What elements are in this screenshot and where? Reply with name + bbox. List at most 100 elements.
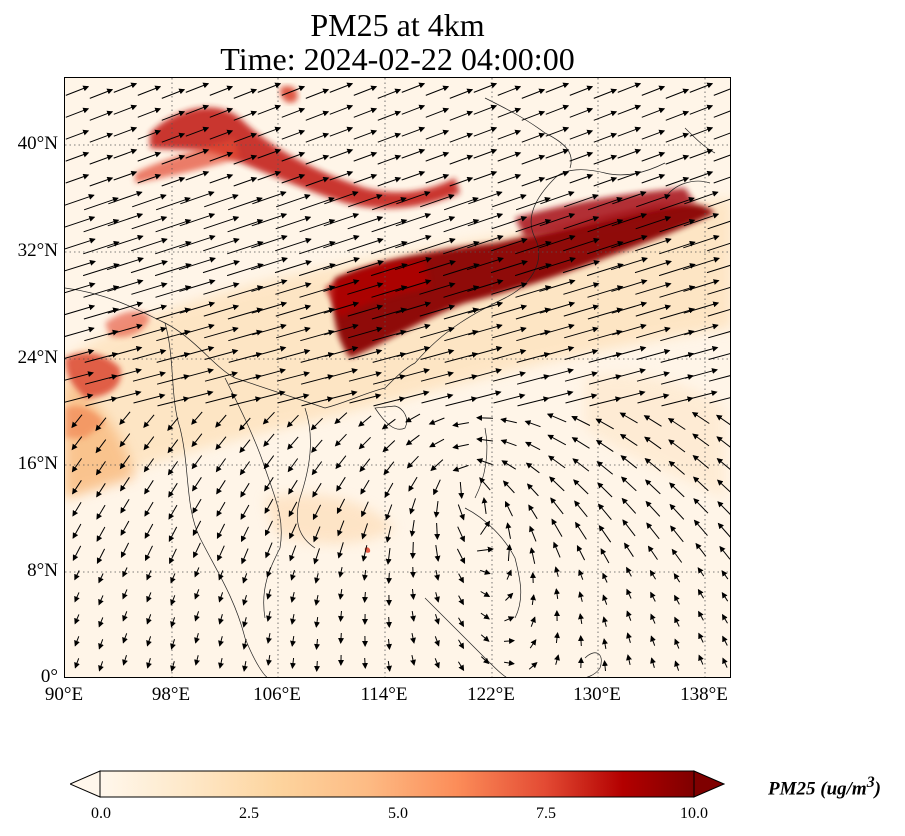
- wind-arrow: [545, 104, 570, 115]
- wind-arrow: [239, 439, 251, 454]
- wind-arrow: [305, 154, 330, 165]
- wind-arrow: [314, 660, 320, 672]
- map-panel[interactable]: [64, 77, 731, 678]
- wind-arrow: [420, 348, 455, 360]
- wind-arrow: [547, 434, 567, 446]
- wind-arrow: [706, 264, 730, 274]
- wind-arrow: [325, 390, 358, 401]
- wind-arrow: [634, 260, 672, 274]
- wind-arrow: [113, 126, 138, 137]
- wind-arrow: [336, 498, 346, 514]
- wind-arrow: [602, 660, 608, 672]
- wind-arrow: [362, 591, 368, 603]
- wind-arrow: [587, 307, 624, 320]
- wind-arrow: [504, 500, 513, 517]
- wind-arrow: [122, 589, 128, 600]
- wind-arrow: [564, 371, 598, 382]
- wind-arrow: [155, 218, 192, 233]
- wind-arrow: [515, 196, 551, 211]
- wind-arrow: [353, 107, 378, 118]
- wind-arrow: [617, 82, 642, 93]
- wind-arrow: [180, 368, 214, 379]
- wind-arrow: [683, 212, 720, 227]
- wind-arrow: [449, 88, 474, 99]
- wind-arrow: [377, 88, 402, 99]
- wind-arrow: [516, 352, 551, 363]
- wind-arrow: [521, 88, 546, 99]
- wind-arrow: [132, 193, 167, 208]
- wind-arrow: [371, 307, 408, 320]
- lon-tick-label-114e: 114°E: [360, 684, 408, 705]
- wind-arrow: [377, 176, 402, 187]
- wind-arrow: [132, 326, 167, 339]
- wind-arrow: [144, 523, 154, 539]
- wind-arrow: [405, 434, 420, 446]
- map-title: PM25 at 4km: [310, 7, 485, 43]
- wind-arrow: [480, 612, 490, 620]
- wind-arrow: [549, 476, 565, 492]
- wind-arrow: [161, 110, 186, 121]
- wind-arrow: [528, 504, 538, 520]
- wind-arrow: [314, 594, 320, 606]
- wind-arrow: [65, 348, 95, 359]
- wind-arrow: [334, 412, 348, 425]
- wind-arrow: [444, 329, 479, 342]
- wind-arrow: [204, 326, 239, 339]
- wind-arrow: [434, 592, 440, 603]
- wind-arrow: [290, 613, 296, 625]
- wind-arrow: [504, 660, 515, 666]
- wind-arrow: [274, 260, 312, 274]
- wind-arrow: [242, 661, 248, 672]
- wind-arrow: [113, 148, 138, 159]
- wind-arrow: [674, 638, 680, 649]
- wind-arrow: [473, 170, 498, 181]
- wind-arrow: [708, 375, 730, 382]
- wind-arrow: [635, 237, 672, 252]
- wind-arrow: [612, 191, 647, 205]
- wind-arrow: [253, 390, 286, 401]
- wind-arrow: [693, 498, 709, 514]
- pm25-colorbar: [70, 770, 725, 798]
- wind-arrow: [473, 104, 498, 115]
- lat-tick-label-24n: 24°N: [17, 347, 58, 368]
- wind-arrow: [597, 482, 613, 498]
- wind-arrow: [192, 520, 202, 536]
- wind-arrow: [65, 304, 96, 316]
- wind-arrow: [602, 638, 608, 649]
- wind-arrow: [626, 610, 632, 621]
- wind-vector-field: [65, 82, 730, 672]
- wind-arrow: [137, 151, 162, 162]
- wind-arrow: [658, 263, 696, 277]
- wind-arrow: [595, 439, 614, 453]
- wind-arrow: [541, 390, 574, 401]
- wind-arrow: [635, 215, 672, 230]
- wind-arrow: [132, 348, 167, 360]
- wind-arrow: [530, 616, 536, 627]
- wind-arrow: [563, 282, 600, 295]
- wind-arrow: [716, 436, 730, 448]
- wind-arrow: [668, 439, 686, 453]
- wind-arrow: [468, 368, 502, 379]
- wind-arrow: [137, 107, 162, 118]
- wind-arrow: [191, 455, 203, 470]
- wind-arrow: [133, 393, 166, 404]
- wind-arrow: [529, 525, 537, 542]
- wind-arrow: [385, 504, 393, 521]
- wind-arrow: [540, 368, 574, 379]
- colorbar-gradient: [99, 770, 695, 798]
- wind-arrow: [659, 218, 696, 233]
- wind-arrow: [227, 218, 264, 233]
- wind-arrow: [443, 307, 480, 320]
- wind-arrow: [635, 304, 672, 317]
- wind-arrow: [312, 482, 322, 498]
- wind-arrow: [155, 307, 192, 320]
- wind-arrow: [575, 521, 587, 540]
- wind-arrow: [529, 547, 536, 564]
- wind-arrow: [490, 260, 528, 274]
- wind-arrow: [227, 196, 263, 211]
- wind-arrow: [275, 215, 312, 230]
- wind-arrow: [290, 636, 296, 647]
- wind-arrow: [347, 304, 384, 317]
- wind-arrow: [310, 417, 323, 431]
- wind-arrow: [209, 85, 234, 96]
